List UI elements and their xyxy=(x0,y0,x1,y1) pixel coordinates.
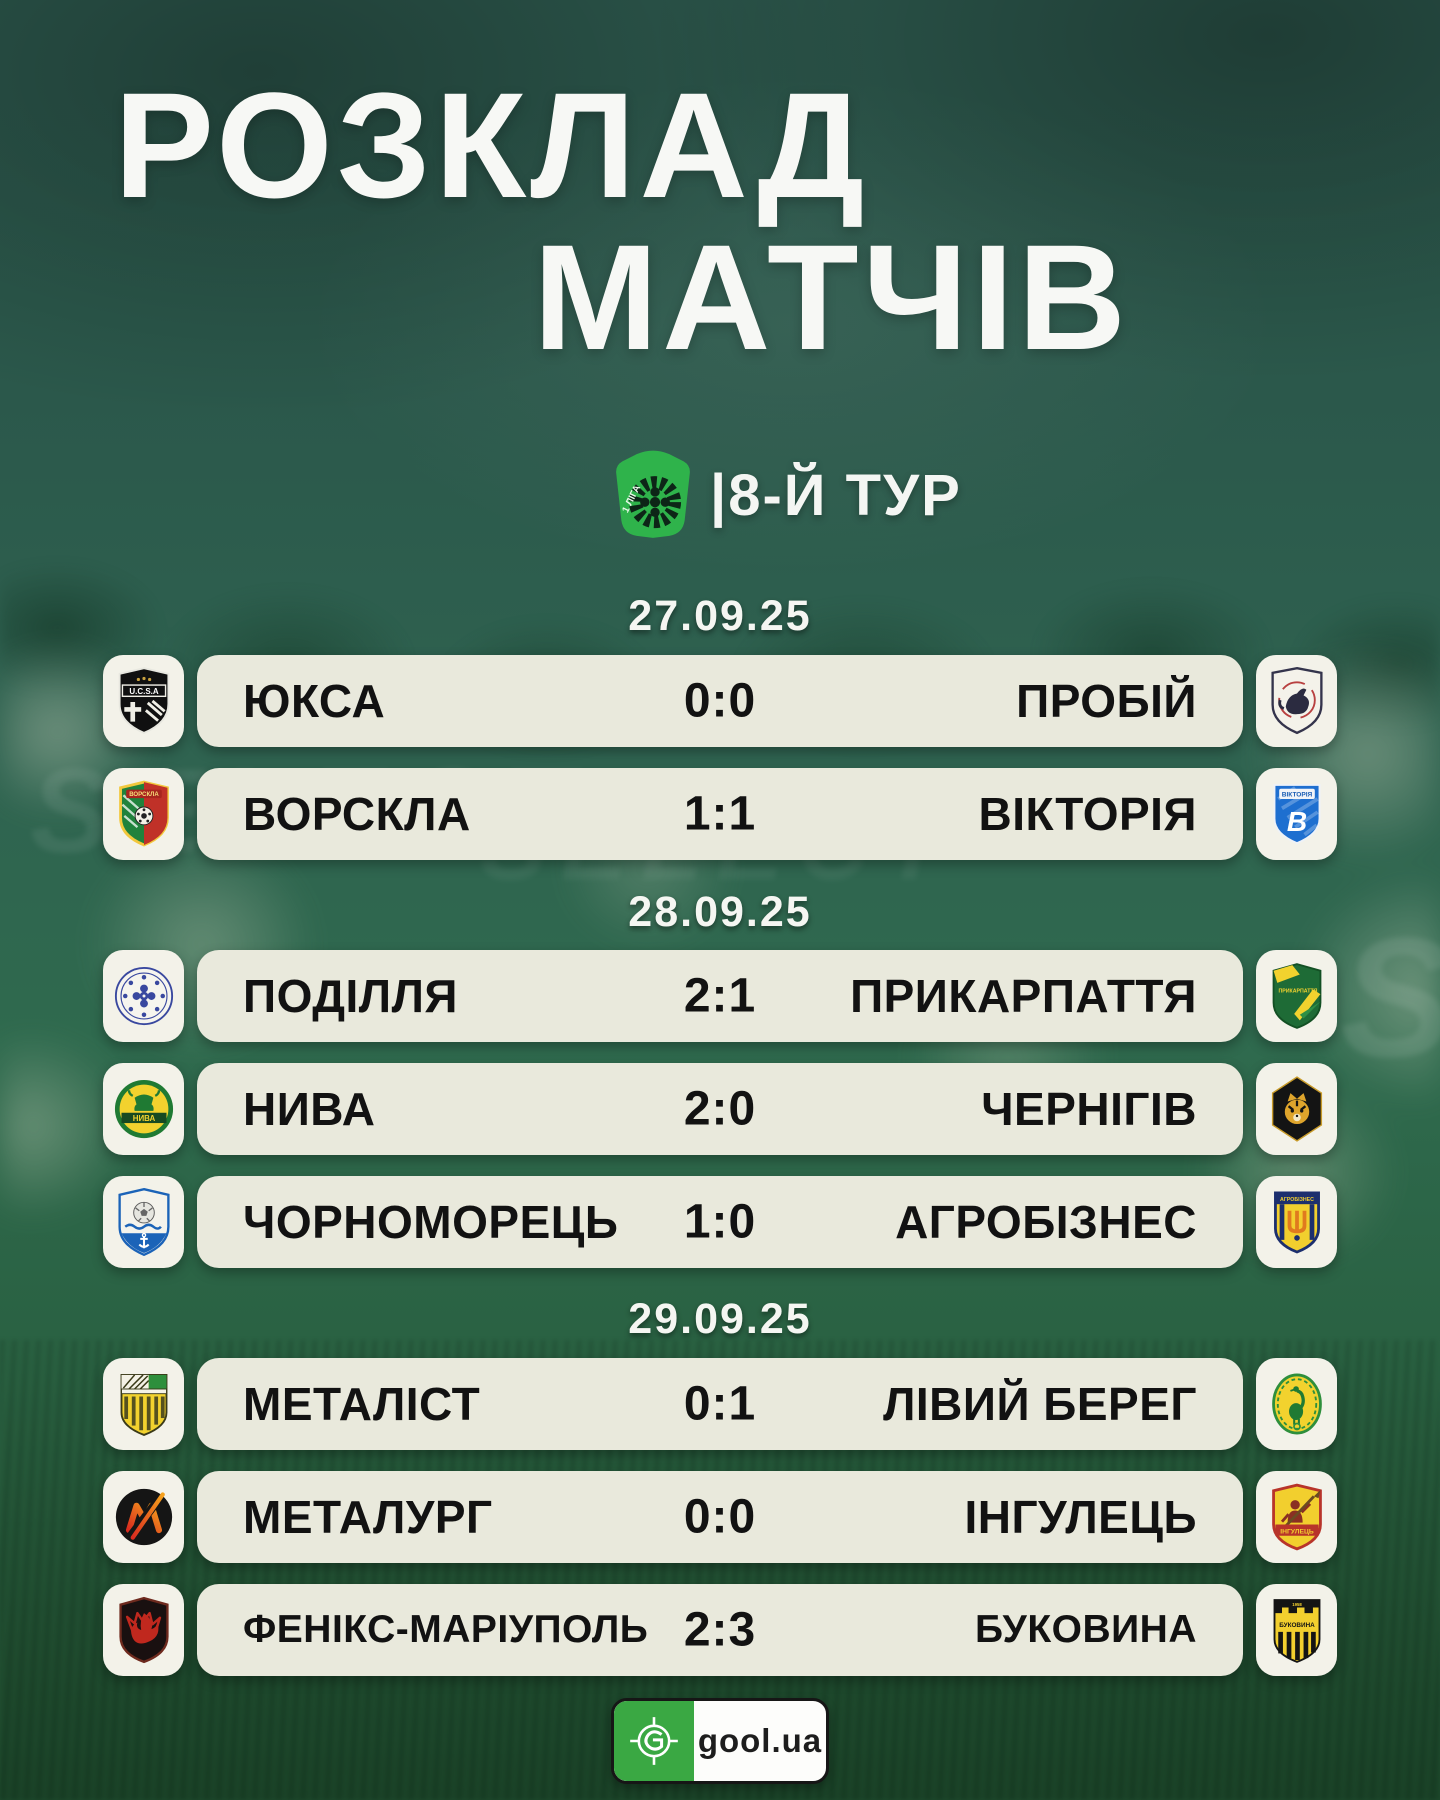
viktoria-crest-label: ВІКТОРІЯ xyxy=(1281,792,1312,799)
away-logo-tile xyxy=(1256,655,1337,747)
home-logo-tile xyxy=(103,1584,184,1676)
home-team-name: МЕТАЛІСТ xyxy=(243,1378,481,1430)
home-logo-tile: ВОРСКЛА xyxy=(103,768,184,860)
ahrobiznes-crest-label: АГРОБІЗНЕС xyxy=(1280,1197,1314,1203)
away-team-name: АГРОБІЗНЕС xyxy=(895,1196,1197,1248)
date-heading: 27.09.25 xyxy=(628,592,812,640)
nyva-crest-label: НИВА xyxy=(132,1114,155,1123)
home-logo-tile xyxy=(103,1176,184,1268)
match-row-nyva-chernihiv: НИВА НИВА 2:0 ЧЕРНІГІВ xyxy=(103,1063,1337,1155)
home-team-name: НИВА xyxy=(243,1083,376,1135)
match-bar: ПОДІЛЛЯ 2:1 ПРИКАРПАТТЯ xyxy=(197,950,1243,1042)
inhulets-crest-icon: ІНГУЛЕЦЬ xyxy=(1271,1483,1322,1551)
home-team-name: ВОРСКЛА xyxy=(243,788,471,840)
metalist-crest-icon xyxy=(120,1374,167,1436)
round-number-label: |8-Й ТУР xyxy=(710,462,962,528)
home-team-name: ЧОРНОМОРЕЦЬ xyxy=(243,1196,619,1248)
match-score: 2:1 xyxy=(683,969,757,1023)
vorskla-crest-label: ВОРСКЛА xyxy=(129,791,159,798)
match-score: 0:1 xyxy=(683,1377,757,1431)
match-score: 0:0 xyxy=(683,1490,757,1544)
league-badge-icon: 1 ЛІГА xyxy=(616,450,690,538)
home-logo-tile xyxy=(103,950,184,1042)
bukovyna-crest-label: БУКОВИНА xyxy=(1279,1622,1315,1629)
match-row-chornomorets-ahrobiznes: ЧОРНОМОРЕЦЬ 1:0 АГРОБІЗНЕС АГРОБІЗНЕС xyxy=(103,1176,1337,1268)
home-team-name: МЕТАЛУРГ xyxy=(243,1491,493,1543)
away-logo-tile: 1958 БУКОВИНА xyxy=(1256,1584,1337,1676)
date-heading: 28.09.25 xyxy=(628,888,812,936)
match-bar: НИВА 2:0 ЧЕРНІГІВ xyxy=(197,1063,1243,1155)
yuksa-crest-icon: U.C.S.A xyxy=(118,667,169,734)
away-logo-tile: ІНГУЛЕЦЬ xyxy=(1256,1471,1337,1563)
feniks-mariupol-crest-icon xyxy=(118,1596,169,1664)
yuksa-crest-label: U.C.S.A xyxy=(129,687,158,696)
page-title-line-1: РОЗКЛАД xyxy=(114,61,869,229)
match-bar: ЧОРНОМОРЕЦЬ 1:0 АГРОБІЗНЕС xyxy=(197,1176,1243,1268)
vorskla-crest-icon: ВОРСКЛА xyxy=(118,780,169,847)
home-team-name: ЮКСА xyxy=(243,675,386,727)
metalurh-crest-icon xyxy=(115,1488,172,1546)
viktoria-crest-icon: ВІКТОРІЯ В xyxy=(1273,784,1320,845)
bukovyna-crest-icon: 1958 БУКОВИНА xyxy=(1273,1599,1320,1663)
ahrobiznes-crest-icon: АГРОБІЗНЕС xyxy=(1273,1191,1320,1254)
away-team-name: ВІКТОРІЯ xyxy=(978,788,1197,840)
match-score: 1:1 xyxy=(683,787,757,841)
page-title-line-2: МАТЧІВ xyxy=(533,213,1130,381)
livyi-bereh-crest-icon xyxy=(1271,1373,1322,1435)
match-bar: ФЕНІКС-МАРІУПОЛЬ 2:3 БУКОВИНА xyxy=(197,1584,1243,1676)
match-row-feniks-bukovyna: ФЕНІКС-МАРІУПОЛЬ 2:3 БУКОВИНА 1958 БУКОВ… xyxy=(103,1584,1337,1676)
chernihiv-crest-icon xyxy=(1271,1076,1322,1142)
home-logo-tile: U.C.S.A xyxy=(103,655,184,747)
gool-ua-brand: gool.ua xyxy=(611,1698,829,1784)
away-logo-tile: ВІКТОРІЯ В xyxy=(1256,768,1337,860)
home-team-name: ФЕНІКС-МАРІУПОЛЬ xyxy=(243,1608,649,1651)
away-team-name: ПРИКАРПАТТЯ xyxy=(850,970,1197,1022)
away-team-name: ЛІВИЙ БЕРЕГ xyxy=(883,1378,1197,1430)
date-heading: 29.09.25 xyxy=(628,1295,812,1343)
match-score: 1:0 xyxy=(683,1195,757,1249)
away-team-name: ІНГУЛЕЦЬ xyxy=(964,1491,1197,1543)
away-team-name: БУКОВИНА xyxy=(975,1608,1197,1651)
home-logo-tile xyxy=(103,1358,184,1450)
match-row-podillia-prykarpattia: ПОДІЛЛЯ 2:1 ПРИКАРПАТТЯ ПРИКАРПАТТЯ xyxy=(103,950,1337,1042)
match-bar: ВОРСКЛА 1:1 ВІКТОРІЯ xyxy=(197,768,1243,860)
away-logo-tile xyxy=(1256,1358,1337,1450)
match-row-metalist-livyi-bereh: МЕТАЛІСТ 0:1 ЛІВИЙ БЕРЕГ xyxy=(103,1358,1337,1450)
home-logo-tile xyxy=(103,1471,184,1563)
viktoria-crest-monogram: В xyxy=(1286,806,1306,837)
away-team-name: ПРОБІЙ xyxy=(1016,675,1197,727)
nyva-crest-icon: НИВА xyxy=(114,1079,173,1139)
away-logo-tile: ПРИКАРПАТТЯ xyxy=(1256,950,1337,1042)
gool-crosshair-icon xyxy=(614,1701,694,1781)
away-logo-tile xyxy=(1256,1063,1337,1155)
home-logo-tile: НИВА xyxy=(103,1063,184,1155)
prykarpattia-crest-label: ПРИКАРПАТТЯ xyxy=(1278,988,1317,994)
away-team-name: ЧЕРНІГІВ xyxy=(981,1083,1197,1135)
home-team-name: ПОДІЛЛЯ xyxy=(243,970,458,1022)
inhulets-crest-label: ІНГУЛЕЦЬ xyxy=(1280,1528,1314,1535)
probiy-crest-icon xyxy=(1270,667,1323,735)
match-bar: ЮКСА 0:0 ПРОБІЙ xyxy=(197,655,1243,747)
match-score: 0:0 xyxy=(683,674,757,728)
bukovyna-crest-year: 1958 xyxy=(1292,1602,1302,1607)
match-row-yuksa-probiy: U.C.S.A ЮКСА 0:0 ПРОБІЙ xyxy=(103,655,1337,747)
match-bar: МЕТАЛУРГ 0:0 ІНГУЛЕЦЬ xyxy=(197,1471,1243,1563)
chornomorets-crest-icon xyxy=(117,1188,170,1256)
podillia-crest-icon xyxy=(114,966,173,1026)
round-header: 1 ЛІГА |8-Й ТУР xyxy=(610,446,962,544)
match-row-vorskla-viktoria: ВОРСКЛА ВОРСКЛА 1:1 ВІКТОРІЯ ВІКТОРІЯ В xyxy=(103,768,1337,860)
match-bar: МЕТАЛІСТ 0:1 ЛІВИЙ БЕРЕГ xyxy=(197,1358,1243,1450)
gool-ua-wordmark: gool.ua xyxy=(697,1722,823,1759)
match-score: 2:3 xyxy=(683,1603,757,1657)
match-score: 2:0 xyxy=(683,1082,757,1136)
away-logo-tile: АГРОБІЗНЕС xyxy=(1256,1176,1337,1268)
prykarpattia-crest-icon: ПРИКАРПАТТЯ xyxy=(1272,963,1321,1029)
match-row-metalurh-inhulets: МЕТАЛУРГ 0:0 ІНГУЛЕЦЬ ІНГУЛЕЦЬ xyxy=(103,1471,1337,1563)
